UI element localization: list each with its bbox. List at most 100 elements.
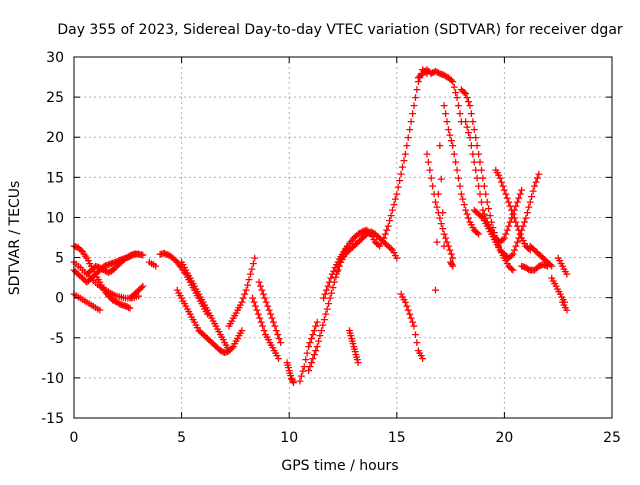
data-point: + bbox=[320, 313, 329, 326]
data-point: + bbox=[507, 211, 516, 224]
data-point: + bbox=[104, 285, 113, 298]
data-point: + bbox=[389, 198, 398, 211]
data-point: + bbox=[414, 71, 423, 84]
data-point: + bbox=[200, 329, 209, 342]
data-point: + bbox=[560, 296, 569, 309]
data-point: + bbox=[79, 273, 88, 286]
data-point: + bbox=[432, 201, 441, 214]
series-sat-j: ++++++++++++++++++++++++++++++++++ bbox=[177, 256, 234, 357]
data-point: + bbox=[107, 264, 116, 277]
data-point: + bbox=[434, 66, 443, 79]
data-point: + bbox=[168, 252, 177, 265]
data-point: + bbox=[355, 234, 364, 247]
data-point: + bbox=[516, 227, 525, 240]
data-point: + bbox=[134, 284, 143, 297]
data-point: + bbox=[226, 317, 235, 330]
data-point: + bbox=[530, 244, 539, 257]
data-point: + bbox=[211, 320, 220, 333]
series-sat-w: +++++++++++++++++++++++++ bbox=[440, 99, 484, 240]
data-point: + bbox=[460, 86, 469, 99]
data-point: + bbox=[374, 230, 383, 243]
data-point: + bbox=[424, 155, 433, 168]
y-tick-label: 30 bbox=[46, 50, 64, 66]
data-point: + bbox=[464, 126, 473, 139]
data-point: + bbox=[382, 238, 391, 251]
data-point: + bbox=[557, 290, 566, 303]
data-point: + bbox=[500, 252, 509, 265]
data-point: + bbox=[422, 63, 431, 76]
data-point: + bbox=[194, 292, 203, 305]
data-point: + bbox=[429, 187, 438, 200]
data-point: + bbox=[177, 256, 186, 269]
data-point: + bbox=[107, 257, 116, 270]
data-point: + bbox=[511, 240, 520, 253]
data-point: + bbox=[358, 232, 367, 245]
series-sat-a: +++++++++++++++++++++++++++++++ bbox=[69, 256, 143, 305]
data-point: + bbox=[351, 238, 360, 251]
data-point: + bbox=[491, 236, 500, 249]
data-point: + bbox=[405, 123, 414, 136]
data-point: + bbox=[237, 324, 246, 337]
data-point: + bbox=[310, 324, 319, 337]
data-point: + bbox=[396, 167, 405, 180]
data-point: + bbox=[404, 131, 413, 144]
data-point: + bbox=[335, 253, 344, 266]
data-point: + bbox=[115, 254, 124, 267]
data-point: + bbox=[84, 274, 93, 287]
data-point: + bbox=[488, 230, 497, 243]
data-point: + bbox=[76, 261, 85, 274]
data-point: + bbox=[372, 237, 381, 250]
data-point: + bbox=[87, 272, 96, 285]
data-point: + bbox=[246, 268, 255, 281]
data-point: + bbox=[282, 356, 291, 369]
data-point: + bbox=[508, 207, 517, 220]
data-point: + bbox=[516, 227, 525, 240]
data-point: + bbox=[534, 248, 543, 261]
data-point: + bbox=[85, 265, 94, 278]
data-point: + bbox=[110, 262, 119, 275]
data-point: + bbox=[447, 258, 456, 271]
data-point: + bbox=[468, 115, 477, 128]
data-point: + bbox=[526, 244, 535, 257]
data-point: + bbox=[501, 187, 510, 200]
data-point: + bbox=[124, 250, 133, 263]
data-point: + bbox=[503, 257, 512, 270]
data-point: + bbox=[461, 87, 470, 100]
data-point: + bbox=[335, 260, 344, 273]
data-point: + bbox=[346, 235, 355, 248]
data-point: + bbox=[462, 91, 471, 104]
data-point: + bbox=[514, 232, 523, 245]
data-point: + bbox=[105, 265, 114, 278]
data-point: + bbox=[196, 290, 205, 303]
data-point: + bbox=[402, 139, 411, 152]
data-point: + bbox=[431, 65, 440, 78]
data-point: + bbox=[203, 332, 212, 345]
data-point: + bbox=[559, 293, 568, 306]
data-point: + bbox=[448, 252, 457, 265]
data-point: + bbox=[447, 74, 456, 87]
data-point: + bbox=[216, 344, 225, 357]
data-point: + bbox=[543, 256, 552, 269]
data-point: + bbox=[442, 115, 451, 128]
y-tick-label: 10 bbox=[46, 210, 64, 226]
data-point: + bbox=[273, 328, 282, 341]
data-point: + bbox=[264, 333, 273, 346]
data-point: + bbox=[527, 190, 536, 203]
data-point: + bbox=[376, 233, 385, 246]
data-point: + bbox=[511, 215, 520, 228]
data-point: + bbox=[108, 288, 117, 301]
data-point: + bbox=[313, 316, 322, 329]
data-point: + bbox=[506, 261, 515, 274]
data-point: + bbox=[508, 264, 517, 277]
y-axis-label: SDTVAR / TECUs bbox=[7, 181, 23, 296]
data-point: + bbox=[414, 75, 423, 88]
data-point: + bbox=[232, 334, 241, 347]
data-point: + bbox=[501, 227, 510, 240]
data-point: + bbox=[407, 312, 416, 325]
series-sat-n: ++++++++++ bbox=[282, 356, 298, 389]
data-point: + bbox=[174, 257, 183, 270]
data-point: + bbox=[417, 349, 426, 362]
data-point: + bbox=[417, 67, 426, 80]
y-tick-label: -15 bbox=[41, 411, 64, 427]
data-point: + bbox=[320, 288, 329, 301]
